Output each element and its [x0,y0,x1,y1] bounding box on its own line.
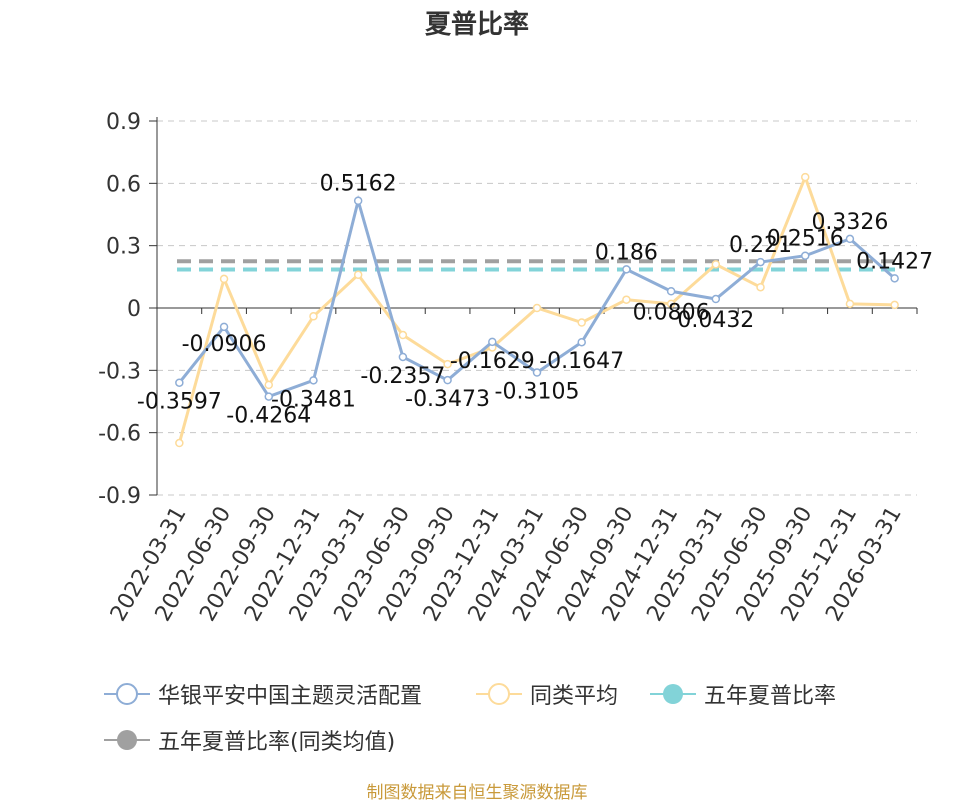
peer-average-point [353,270,363,280]
fund-point [219,322,229,332]
fund-point [845,234,855,244]
data-label: -0.3473 [405,387,490,412]
peer-average-point [443,359,452,369]
fund-point [443,375,452,385]
peer-average-point [577,318,586,327]
data-label: 0.2516 [767,227,844,252]
data-label: 0.0432 [677,308,754,333]
fund-point [577,337,586,347]
peer-average-point [800,172,810,182]
fund-point [175,378,184,387]
data-label: 0.0806 [633,300,710,325]
data-label: 0.3326 [811,210,888,235]
legend-label: 同类平均 [530,684,619,709]
data-label: 0.186 [595,240,658,265]
peer-average-point [264,380,274,390]
fund-point [353,196,363,205]
peer-average-point [532,303,542,313]
peer-average-point [890,300,899,310]
peer-average-point [666,299,676,309]
fund-point [309,376,318,385]
legend-item-peer-average[interactable]: 同类平均 [476,678,618,710]
data-label: -0.4264 [226,404,311,429]
data-source-note: 制图数据来自恒生聚源数据库 [366,783,588,803]
data-label: -0.0906 [182,332,267,357]
y-tick-label: 0.9 [106,110,141,135]
data-label: 0.5162 [320,172,397,197]
data-label: 0.1427 [856,249,933,274]
fund-point [756,257,765,267]
y-tick-label: 0 [127,297,141,322]
fund-point [622,265,631,274]
chart-title: 夏普比率 [424,10,529,40]
y-tick-label: -0.6 [98,422,141,447]
data-label: -0.3597 [137,390,222,415]
legend-label: 五年夏普比率 [704,684,837,709]
legend-line-dot-icon [104,730,150,750]
fund-point [488,337,497,347]
peer-average-point [309,312,318,321]
data-label: -0.1629 [450,349,535,374]
y-tick-label: 0.3 [106,235,141,260]
data-label: 0.221 [729,233,792,258]
data-label: -0.3105 [495,380,580,405]
y-tick-label: 0.6 [106,172,141,197]
legend-label: 五年夏普比率(同类均值) [158,730,396,755]
peer-average-point [756,282,765,292]
legend-item-five-year-sharpe-peer[interactable]: 五年夏普比率(同类均值) [104,724,395,756]
fund-point [666,287,676,296]
peer-average-point [845,299,855,309]
peer-average-point [175,438,184,448]
fund-point [890,274,899,283]
data-label: -0.1647 [539,349,624,374]
legend-line-circle-icon [476,683,522,705]
data-label: -0.2357 [360,364,445,389]
legend-line-circle-icon [104,683,150,705]
y-tick-label: -0.9 [98,484,141,509]
peer-average-point [219,274,229,284]
legend-item-fund[interactable]: 华银平安中国主题灵活配置 [104,678,422,710]
peer-average-point [711,260,721,269]
peer-average-point [398,330,408,340]
y-tick-label: -0.3 [98,359,141,384]
fund-point [800,251,810,260]
legend-label: 华银平安中国主题灵活配置 [158,684,423,709]
legend-item-five-year-sharpe[interactable]: 五年夏普比率 [650,678,836,710]
fund-point [264,392,274,401]
legend-line-dot-icon [650,684,696,704]
fund-point [532,368,542,377]
fund-point [711,294,721,304]
fund-point [398,352,408,362]
peer-average-point [622,295,631,304]
data-label: -0.3481 [271,387,356,412]
